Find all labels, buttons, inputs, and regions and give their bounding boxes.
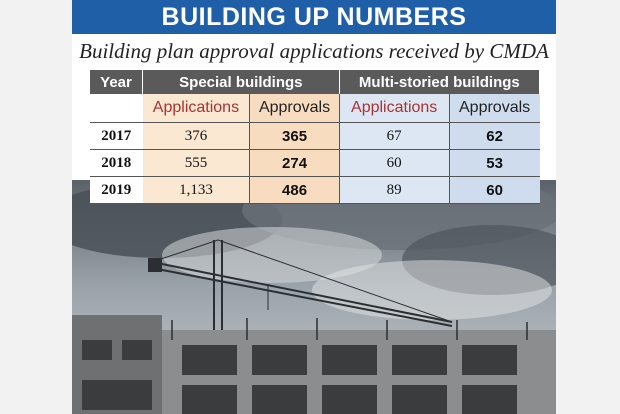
sub-special-applications: Applications xyxy=(142,94,251,123)
row-multi-approvals: 60 xyxy=(449,176,540,204)
row-special-approvals: 486 xyxy=(249,176,340,204)
sub-special-approvals: Approvals xyxy=(249,94,340,123)
banner-title: BUILDING UP NUMBERS xyxy=(72,0,556,34)
table-row: 2017 376 365 67 62 xyxy=(90,122,540,150)
header-year: Year xyxy=(90,70,143,94)
row-multi-applications: 67 xyxy=(339,122,450,150)
table-row: 2018 555 274 60 53 xyxy=(90,149,540,177)
left-margin xyxy=(0,0,72,414)
tower-crane xyxy=(151,239,453,414)
row-year: 2019 xyxy=(90,176,143,204)
row-special-approvals: 365 xyxy=(249,122,340,150)
infographic-card: BUILDING UP NUMBERS Building plan approv… xyxy=(72,0,556,414)
sub-blank xyxy=(90,94,143,123)
cmda-table: Year Special buildings Multi-storied bui… xyxy=(90,70,541,204)
subtitle: Building plan approval applications rece… xyxy=(79,39,549,63)
row-year: 2018 xyxy=(90,149,143,177)
row-special-applications: 376 xyxy=(142,122,251,150)
sub-multi-applications: Applications xyxy=(339,94,450,123)
row-special-approvals: 274 xyxy=(249,149,340,177)
row-year: 2017 xyxy=(90,122,143,150)
right-margin xyxy=(556,0,620,414)
row-multi-approvals: 53 xyxy=(449,149,540,177)
row-special-applications: 1,133 xyxy=(142,176,251,204)
header-multi-storied-buildings: Multi-storied buildings xyxy=(339,70,541,94)
row-multi-approvals: 62 xyxy=(449,122,540,150)
construction-photo xyxy=(72,180,556,414)
row-multi-applications: 60 xyxy=(339,149,450,177)
row-multi-applications: 89 xyxy=(339,176,450,204)
table-row: 2019 1,133 486 89 60 xyxy=(90,176,540,204)
header-special-buildings: Special buildings xyxy=(142,70,340,94)
row-special-applications: 555 xyxy=(142,149,251,177)
sub-multi-approvals: Approvals xyxy=(449,94,540,123)
